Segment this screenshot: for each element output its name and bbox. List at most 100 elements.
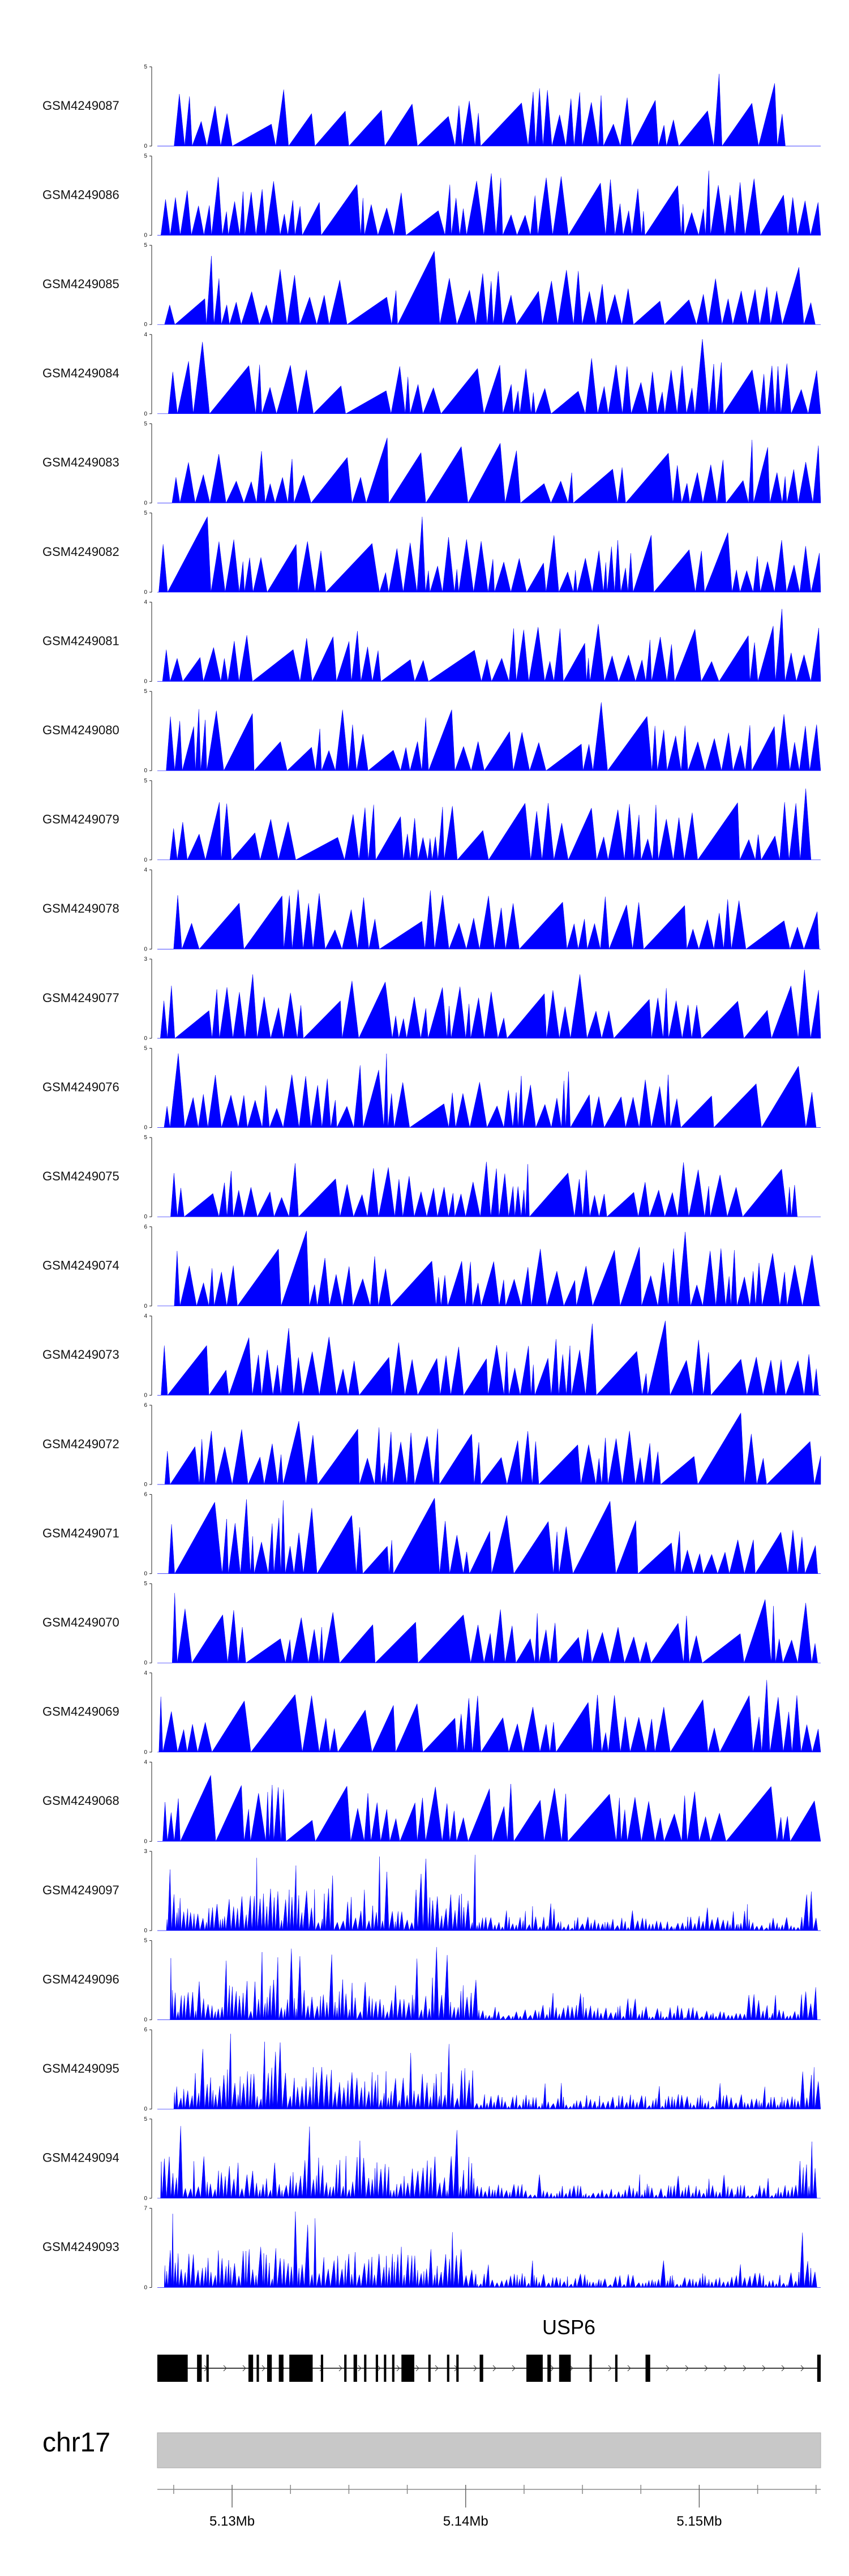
- exon: [456, 2355, 459, 2382]
- exon: [344, 2355, 347, 2382]
- track-GSM4249085: GSM4249085 5 0: [42, 242, 821, 328]
- exon: [526, 2355, 543, 2382]
- track-GSM4249071: GSM4249071 6 0: [42, 1492, 821, 1577]
- track-label: GSM4249085: [42, 277, 119, 291]
- y-tick-label-max: 3: [144, 956, 147, 962]
- y-tick-label-zero: 0: [144, 1482, 147, 1488]
- y-tick-label-zero: 0: [144, 857, 147, 863]
- strand-arrow: [800, 2365, 804, 2372]
- chromosome-track: chr17: [42, 2428, 821, 2468]
- y-tick-label-zero: 0: [144, 1571, 147, 1577]
- coverage-area: [157, 1231, 821, 1307]
- track-GSM4249079: GSM4249079 5 0: [42, 778, 821, 863]
- coverage-area: [157, 1855, 821, 1931]
- y-tick-label-max: 5: [144, 1135, 147, 1141]
- y-tick-label-zero: 0: [144, 1214, 147, 1220]
- y-tick-label-max: 4: [144, 867, 147, 873]
- strand-arrow: [627, 2365, 631, 2372]
- strand-arrow: [569, 2365, 573, 2372]
- y-tick-label-max: 5: [144, 64, 147, 70]
- strand-arrow: [473, 2365, 477, 2372]
- strand-arrow: [396, 2365, 400, 2372]
- y-tick-label-max: 4: [144, 600, 147, 606]
- track-GSM4249068: GSM4249068 4 0: [42, 1759, 821, 1845]
- strand-arrow: [762, 2365, 766, 2372]
- track-label: GSM4249095: [42, 2061, 119, 2076]
- y-tick-label-max: 6: [144, 1402, 147, 1409]
- exon: [447, 2355, 449, 2382]
- y-tick-label-zero: 0: [144, 946, 147, 952]
- y-tick-label-zero: 0: [144, 2017, 147, 2023]
- exon: [392, 2355, 395, 2382]
- coverage-area: [157, 1497, 821, 1574]
- strand-arrow: [666, 2365, 670, 2372]
- track-label: GSM4249081: [42, 634, 119, 648]
- y-tick-label-max: 5: [144, 2116, 147, 2123]
- strand-arrow: [781, 2365, 785, 2372]
- coverage-area: [157, 1162, 821, 1218]
- track-label: GSM4249096: [42, 1972, 119, 1986]
- exon: [206, 2355, 209, 2382]
- track-GSM4249078: GSM4249078 4 0: [42, 867, 821, 952]
- y-tick-label-max: 5: [144, 688, 147, 695]
- y-tick-label-zero: 0: [144, 1035, 147, 1042]
- track-GSM4249097: GSM4249097 3 0: [42, 1848, 821, 1934]
- y-tick-label-max: 5: [144, 1938, 147, 1944]
- y-tick-label-max: 4: [144, 332, 147, 338]
- axis-tick-label: 5.14Mb: [443, 2514, 488, 2529]
- coverage-area: [157, 2126, 821, 2199]
- coverage-area: [157, 339, 821, 414]
- y-tick-label-zero: 0: [144, 1838, 147, 1845]
- track-label: GSM4249078: [42, 901, 119, 915]
- y-tick-label-max: 6: [144, 1224, 147, 1230]
- y-tick-label-zero: 0: [144, 1125, 147, 1131]
- track-GSM4249081: GSM4249081 4 0: [42, 600, 821, 685]
- coverage-area: [157, 889, 821, 950]
- y-tick-label-max: 5: [144, 153, 147, 160]
- exon: [157, 2355, 188, 2382]
- y-tick-label-max: 5: [144, 1046, 147, 1052]
- exon: [320, 2355, 323, 2382]
- track-label: GSM4249082: [42, 545, 119, 559]
- y-tick-label-max: 6: [144, 2027, 147, 2033]
- track-GSM4249093: GSM4249093 7 0: [42, 2205, 821, 2291]
- y-tick-label-zero: 0: [144, 2196, 147, 2202]
- track-label: GSM4249077: [42, 991, 119, 1005]
- exon: [401, 2355, 414, 2382]
- track-label: GSM4249074: [42, 1259, 119, 1273]
- strand-arrow: [743, 2365, 747, 2372]
- track-label: GSM4249070: [42, 1615, 119, 1629]
- y-tick-label-max: 5: [144, 1581, 147, 1587]
- exon: [267, 2355, 272, 2382]
- coverage-area: [157, 1593, 821, 1664]
- strand-arrow: [358, 2365, 362, 2372]
- y-tick-label-zero: 0: [144, 411, 147, 417]
- y-tick-label-zero: 0: [144, 143, 147, 149]
- y-tick-label-max: 5: [144, 778, 147, 784]
- strand-arrow: [685, 2365, 689, 2372]
- track-label: GSM4249072: [42, 1437, 119, 1451]
- strand-arrow: [415, 2365, 419, 2372]
- exon: [428, 2355, 431, 2382]
- coverage-area: [157, 1320, 821, 1396]
- exon: [375, 2355, 378, 2382]
- exon: [817, 2355, 821, 2382]
- exon: [197, 2355, 202, 2382]
- coverage-area: [157, 516, 821, 593]
- exon: [256, 2355, 259, 2382]
- coverage-area: [157, 969, 821, 1039]
- track-label: GSM4249094: [42, 2151, 119, 2165]
- y-tick-label-max: 6: [144, 1492, 147, 1498]
- y-tick-label-zero: 0: [144, 500, 147, 506]
- track-label: GSM4249079: [42, 812, 119, 827]
- exon: [384, 2355, 387, 2382]
- track-label: GSM4249075: [42, 1169, 119, 1183]
- exon: [547, 2355, 551, 2382]
- y-tick-label-max: 4: [144, 1313, 147, 1319]
- track-GSM4249087: GSM4249087 5 0: [42, 64, 821, 149]
- track-GSM4249073: GSM4249073 4 0: [42, 1313, 821, 1398]
- chromosome-label: chr17: [42, 2428, 110, 2458]
- coverage-area: [157, 2211, 821, 2288]
- exon: [278, 2355, 284, 2382]
